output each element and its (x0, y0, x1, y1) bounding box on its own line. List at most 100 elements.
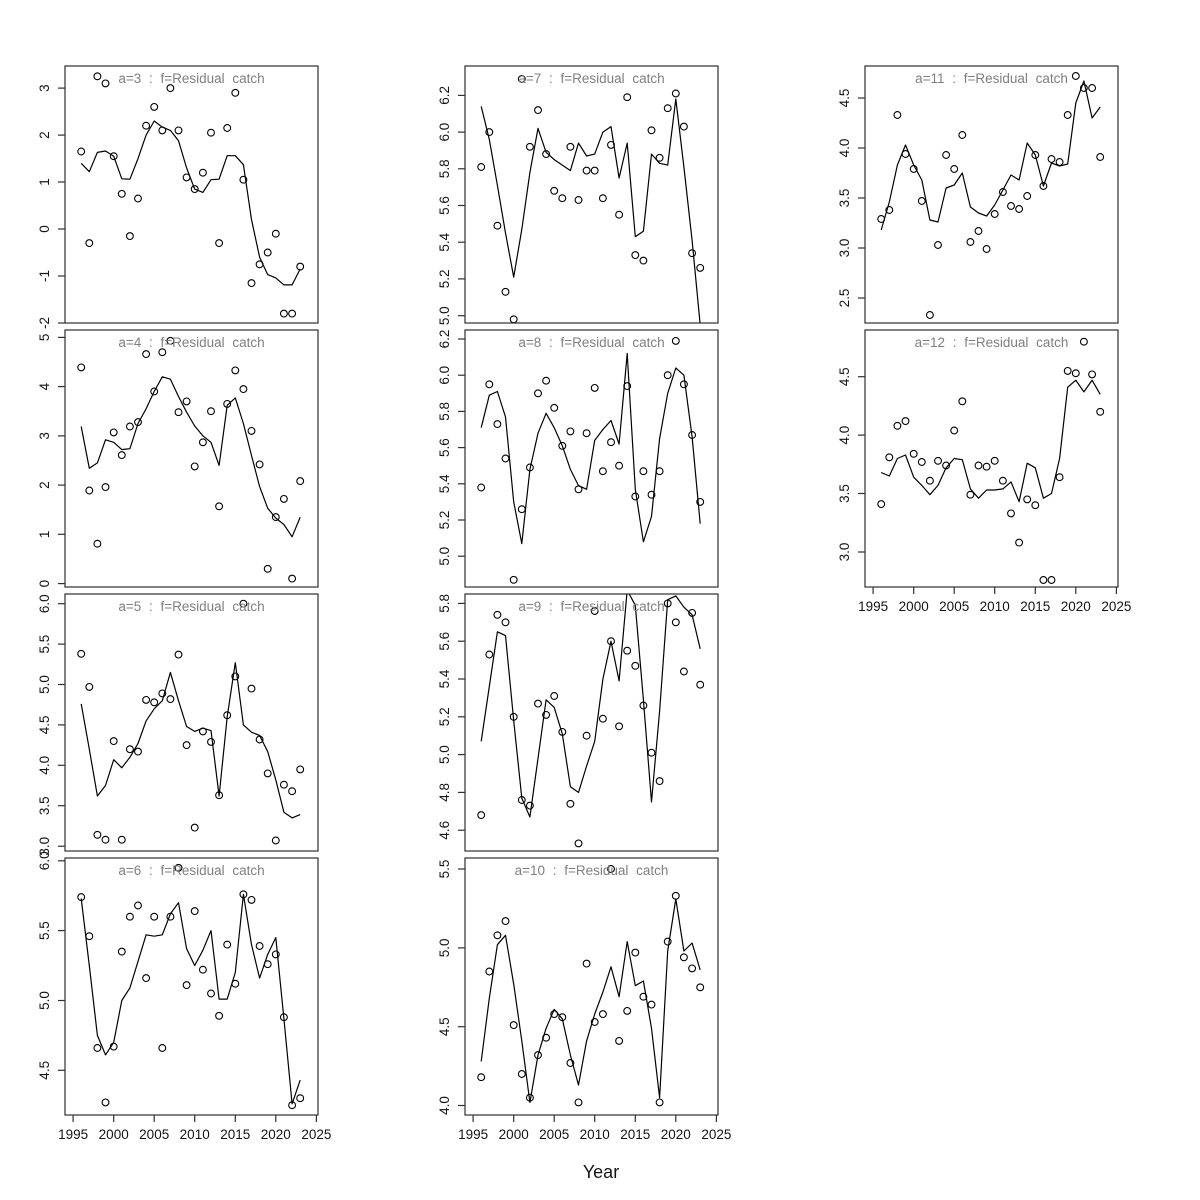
data-point (1023, 495, 1032, 504)
fit-line (80, 893, 301, 1105)
data-point (1096, 153, 1105, 161)
data-point (134, 747, 142, 756)
y-tick-label: 4.5 (837, 367, 852, 386)
data-point (647, 748, 656, 757)
data-point (207, 128, 215, 137)
data-point (582, 429, 591, 438)
panel-border (864, 329, 1119, 588)
data-point (174, 408, 183, 417)
data-point (893, 421, 902, 430)
x-tick-label: 2005 (139, 1127, 169, 1142)
data-point (158, 126, 167, 135)
panel-border (464, 857, 719, 1116)
y-tick-label: 2 (37, 131, 52, 139)
y-tick-label: 4.0 (837, 139, 852, 158)
data-point (688, 249, 697, 258)
data-point (517, 1070, 526, 1078)
data-point (1031, 501, 1040, 510)
data-point (182, 397, 191, 406)
data-point (950, 426, 959, 435)
data-point (525, 801, 534, 810)
data-point (198, 965, 207, 974)
data-point (296, 765, 305, 774)
data-point (558, 194, 567, 203)
x-tick-label: 2015 (620, 1127, 650, 1142)
data-point (198, 168, 207, 177)
data-point (615, 210, 624, 219)
panel-a10: a=10 : f=Residual catch 4.0 4.5 5.0 5.5 1995 2… (437, 857, 731, 1142)
panel-a11: a=11 : f=Residual catch 2.5 3.0 3.5 4.0 4.5 (837, 65, 1119, 324)
data-point (639, 256, 648, 265)
data-point (190, 907, 199, 916)
data-point (582, 731, 591, 740)
data-point (550, 692, 559, 700)
data-point (615, 722, 624, 731)
data-point (574, 485, 583, 494)
y-tick-label: 5.8 (437, 594, 452, 613)
y-tick-label: 5.0 (37, 991, 52, 1010)
data-point (158, 348, 167, 357)
y-tick-label: 6.2 (437, 86, 452, 105)
data-point (598, 467, 607, 476)
data-point (590, 383, 599, 392)
data-point (288, 1101, 297, 1110)
data-point (550, 186, 559, 195)
data-point (909, 165, 918, 173)
data-point (166, 84, 175, 93)
y-tick-label: 5.4 (437, 474, 452, 493)
data-point (631, 492, 640, 501)
y-tick-label: 5.2 (437, 270, 452, 289)
x-tick-label: 2000 (99, 1127, 129, 1142)
data-point (485, 967, 494, 976)
data-point (1079, 337, 1088, 346)
y-tick-label: 4 (37, 382, 52, 390)
data-point (271, 950, 280, 959)
x-tick-label: 2025 (301, 1127, 331, 1142)
x-tick-label: 2010 (980, 599, 1010, 614)
y-tick-label: 5.0 (437, 745, 452, 764)
data-point (477, 1073, 486, 1082)
panel-border (464, 65, 719, 324)
data-point (1047, 155, 1056, 163)
data-point (663, 104, 672, 113)
data-point (655, 153, 664, 162)
panel-border (64, 329, 319, 588)
data-point (655, 777, 664, 786)
data-point (125, 912, 134, 921)
data-point (598, 714, 607, 723)
data-point (574, 196, 583, 204)
data-point (688, 431, 697, 439)
y-tick-label: 5.8 (437, 159, 452, 178)
data-point (623, 382, 632, 391)
y-tick-label: 5.4 (437, 669, 452, 688)
data-point (239, 385, 248, 394)
data-point (615, 461, 624, 470)
data-point (288, 787, 297, 796)
data-point (231, 979, 240, 988)
y-tick-label: 3.5 (837, 484, 852, 503)
data-point (85, 682, 94, 691)
x-tick-label: 2005 (939, 599, 969, 614)
data-point (255, 735, 264, 744)
x-axis-label: Year (583, 1162, 619, 1182)
data-point (93, 830, 102, 839)
data-point (1088, 84, 1097, 92)
data-point (574, 1098, 583, 1107)
y-tick-label: 3 (37, 84, 52, 92)
y-tick-label: 5.0 (437, 939, 452, 958)
data-point (142, 695, 151, 704)
data-point (966, 490, 975, 499)
data-point (166, 336, 175, 345)
data-point (288, 309, 297, 318)
data-point (639, 992, 648, 1001)
data-point (917, 197, 926, 205)
data-point (566, 142, 575, 151)
fit-line (480, 898, 701, 1104)
y-tick-label: 4.5 (437, 1017, 452, 1036)
data-point (215, 791, 224, 800)
data-point (263, 564, 272, 573)
observed-points (477, 599, 705, 848)
data-point (942, 461, 951, 470)
data-point (493, 221, 502, 230)
